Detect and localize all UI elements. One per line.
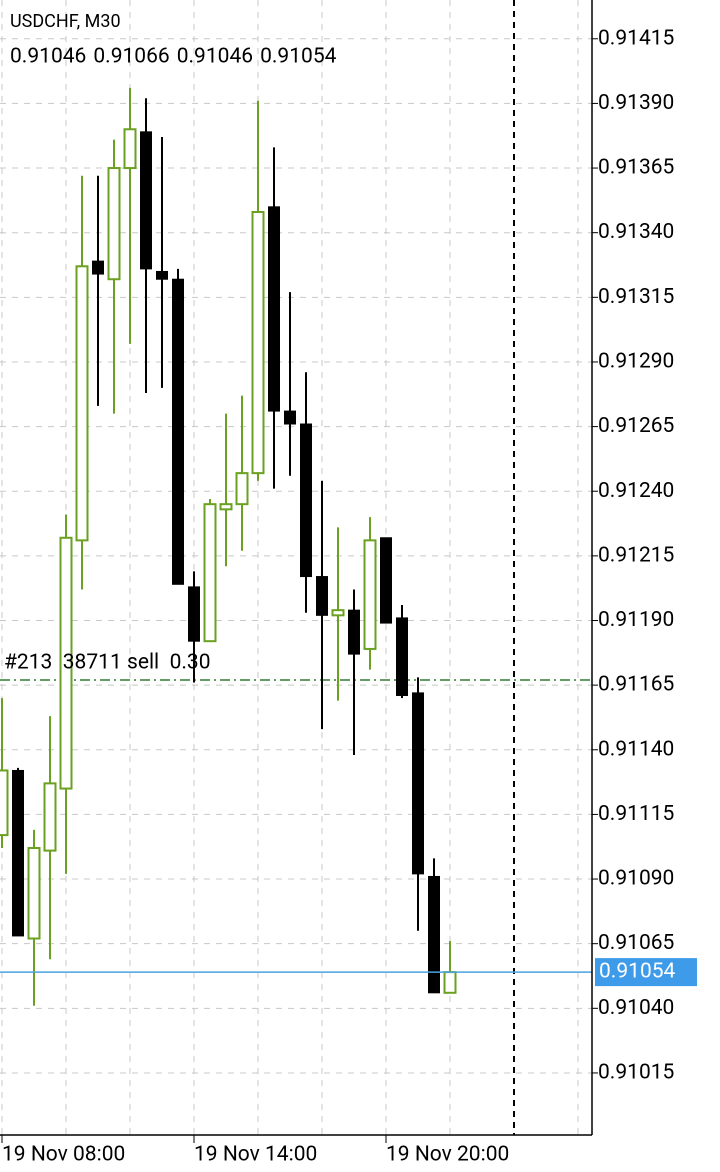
candle-body <box>27 847 41 940</box>
x-tick-label: 19 Nov 08:00 <box>2 1143 125 1167</box>
y-tick-label: 0.91265 <box>598 414 674 438</box>
bid-label: 0.91054 <box>599 960 676 984</box>
grid <box>0 0 592 1135</box>
x-tick-label: 19 Nov 20:00 <box>386 1143 509 1167</box>
ohlc-value: 0.91046 <box>10 45 86 69</box>
bid-label-bg <box>595 958 697 987</box>
candle-body <box>107 167 121 281</box>
candle-body <box>219 503 233 511</box>
candle-body <box>43 782 57 852</box>
y-tick-label: 0.91390 <box>598 91 674 115</box>
candle-body <box>203 503 217 643</box>
y-tick-label: 0.91115 <box>598 802 674 826</box>
y-tick-label: 0.91040 <box>598 996 674 1020</box>
ohlc-value: 0.91066 <box>93 45 169 69</box>
candle-body <box>443 971 457 994</box>
chart-title: USDCHF, M30 <box>10 11 121 32</box>
candle-body <box>268 206 280 412</box>
y-tick-label: 0.91015 <box>598 1060 674 1084</box>
y-tick-label: 0.91140 <box>598 737 674 761</box>
candle-body <box>284 410 296 425</box>
candle-body <box>140 131 152 270</box>
candle-body <box>75 265 89 542</box>
candle-body <box>188 586 200 642</box>
order-label: #213 38711 sell 0.30 <box>4 651 211 675</box>
candle-body <box>396 617 408 696</box>
x-tick-label: 19 Nov 14:00 <box>194 1143 317 1167</box>
y-tick-label: 0.91090 <box>598 867 674 891</box>
candle-body <box>331 609 345 617</box>
candle-body <box>92 260 104 275</box>
y-tick-label: 0.91240 <box>598 479 674 503</box>
candle-body <box>0 769 9 837</box>
y-tick-label: 0.91415 <box>598 26 674 50</box>
y-tick-label: 0.91215 <box>598 543 674 567</box>
candle-body <box>348 609 360 655</box>
candle-body <box>251 211 265 475</box>
candle-body <box>363 539 377 650</box>
y-tick-label: 0.91290 <box>598 350 674 374</box>
ohlc-value: 0.91046 <box>177 45 253 69</box>
y-tick-label: 0.91190 <box>598 608 674 632</box>
y-tick-label: 0.91340 <box>598 220 674 244</box>
candle-body <box>172 278 184 585</box>
plot-area <box>0 87 592 1006</box>
candle-body <box>428 875 440 994</box>
candle-body <box>59 536 73 790</box>
candle-body <box>412 692 424 875</box>
y-tick-label: 0.91315 <box>598 285 674 309</box>
candle-body <box>156 270 168 280</box>
candle-body <box>235 472 249 506</box>
candle-body <box>316 576 328 616</box>
candle-body <box>123 128 137 170</box>
y-tick-label: 0.91165 <box>598 673 674 697</box>
y-tick-label: 0.91065 <box>598 931 674 955</box>
ohlc-value: 0.91054 <box>260 45 337 69</box>
y-tick-label: 0.91365 <box>598 156 674 180</box>
candle-body <box>12 769 24 937</box>
candle-body <box>300 423 312 578</box>
candle-body <box>380 537 392 624</box>
axes: 0.91015 0.91040 0.91065 0.91090 0.91115 0.911… <box>1 26 697 1167</box>
